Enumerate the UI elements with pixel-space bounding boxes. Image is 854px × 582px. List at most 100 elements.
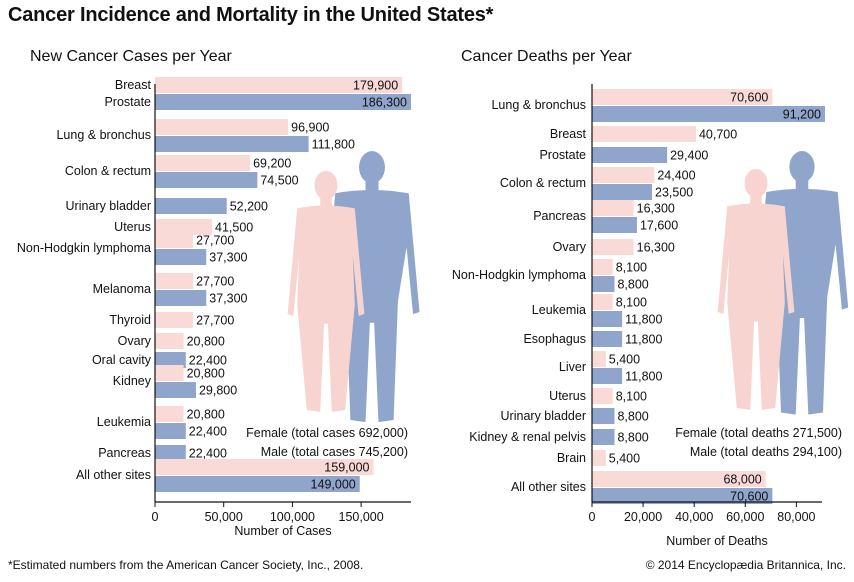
category-label: Pancreas — [533, 209, 586, 223]
x-axis-label: Number of Cases — [234, 524, 331, 538]
data-label: 8,100 — [616, 261, 647, 275]
bar-female — [155, 406, 184, 422]
category-label: Ovary — [553, 240, 587, 254]
data-label: 27,700 — [196, 275, 234, 289]
category-label: Urinary bladder — [501, 409, 586, 423]
bar-female — [592, 239, 634, 255]
data-label: 23,500 — [655, 186, 693, 200]
bar-female — [592, 471, 766, 487]
data-label: 8,800 — [617, 410, 648, 424]
data-label: 24,400 — [657, 169, 695, 183]
data-label: 8,800 — [617, 431, 648, 445]
data-label: 27,700 — [196, 314, 234, 328]
x-tick-label: 80,000 — [777, 510, 815, 524]
category-label: All other sites — [511, 480, 586, 494]
category-label: Kidney & renal pelvis — [469, 430, 586, 444]
category-label: Prostate — [539, 148, 586, 162]
x-tick-label: 0 — [152, 510, 159, 524]
category-label: Esophagus — [523, 332, 586, 346]
legend-entry: Female (total cases 692,000) — [246, 426, 408, 440]
bar-male — [592, 311, 623, 327]
data-label: 17,600 — [640, 219, 678, 233]
data-label: 20,800 — [187, 367, 225, 381]
x-tick-label: 0 — [589, 510, 596, 524]
category-label: Uterus — [549, 389, 586, 403]
x-tick-label: 40,000 — [675, 510, 713, 524]
data-label: 186,300 — [362, 96, 407, 110]
data-label: 91,200 — [783, 108, 821, 122]
data-label: 20,800 — [187, 335, 225, 349]
bar-male — [592, 429, 615, 445]
x-tick-label: 100,000 — [270, 510, 315, 524]
bar-male — [155, 476, 360, 492]
bar-male — [592, 276, 615, 292]
bar-male — [592, 331, 623, 347]
data-label: 41,500 — [215, 221, 253, 235]
x-axis-label: Number of Deaths — [666, 534, 767, 548]
data-label: 149,000 — [311, 478, 356, 492]
data-label: 111,800 — [312, 138, 355, 152]
data-label: 27,700 — [196, 234, 234, 248]
data-label: 20,800 — [187, 408, 225, 422]
data-label: 52,200 — [230, 200, 268, 214]
copyright-credit: © 2014 Encyclopædia Britannica, Inc. — [645, 558, 846, 572]
data-label: 22,400 — [189, 447, 227, 461]
category-label: Melanoma — [93, 282, 151, 296]
data-label: 16,300 — [637, 241, 675, 255]
footnote: *Estimated numbers from the American Can… — [8, 558, 364, 572]
data-label: 37,300 — [209, 292, 247, 306]
category-label: Urinary bladder — [66, 199, 151, 213]
bar-male — [155, 290, 207, 306]
bar-female — [155, 155, 251, 171]
data-label: 68,000 — [723, 473, 761, 487]
data-label: 70,600 — [730, 91, 768, 105]
bar-male — [155, 445, 186, 461]
category-label: Liver — [559, 360, 586, 374]
x-tick-label: 60,000 — [726, 510, 764, 524]
data-label: 96,900 — [291, 121, 329, 135]
data-label: 11,800 — [625, 313, 662, 327]
bar-female — [592, 351, 606, 367]
category-label: Brain — [557, 451, 586, 465]
data-label: 159,000 — [324, 461, 369, 475]
bar-female — [592, 259, 613, 275]
category-label: Lung & bronchus — [491, 98, 586, 112]
data-label: 22,400 — [189, 425, 227, 439]
x-tick-label: 20,000 — [624, 510, 662, 524]
bar-female — [155, 119, 289, 135]
category-label: All other sites — [76, 468, 151, 482]
x-tick-label: 150,000 — [339, 510, 384, 524]
bar-male — [155, 94, 411, 110]
female-silhouette-icon-right — [717, 168, 795, 410]
bar-female — [155, 77, 403, 93]
bar-male — [592, 217, 637, 233]
category-label: Pancreas — [98, 446, 151, 460]
bar-female — [155, 219, 213, 235]
category-label: Thyroid — [109, 313, 151, 327]
category-label: Leukemia — [97, 415, 151, 429]
bar-male — [592, 106, 825, 122]
bar-male — [155, 382, 196, 398]
legend-entry: Male (total deaths 294,100) — [690, 445, 842, 459]
bar-male — [155, 249, 207, 265]
category-label: Non-Hodgkin lymphoma — [17, 241, 151, 255]
category-label: Colon & rectum — [65, 164, 151, 178]
bar-male — [592, 488, 773, 504]
bar-male — [592, 184, 653, 200]
data-label: 37,300 — [209, 251, 247, 265]
bar-female — [592, 167, 655, 183]
bar-male — [592, 368, 623, 384]
bar-female — [155, 232, 194, 248]
x-tick-label: 50,000 — [205, 510, 243, 524]
data-label: 11,800 — [625, 370, 662, 384]
category-label: Prostate — [104, 95, 151, 109]
data-label: 29,400 — [670, 149, 708, 163]
data-label: 29,800 — [199, 384, 237, 398]
category-label: Oral cavity — [92, 353, 152, 367]
category-label: Breast — [550, 127, 587, 141]
data-label: 22,400 — [189, 354, 227, 368]
category-label: Kidney — [113, 374, 152, 388]
bar-female — [155, 365, 184, 381]
bar-male — [155, 198, 227, 214]
